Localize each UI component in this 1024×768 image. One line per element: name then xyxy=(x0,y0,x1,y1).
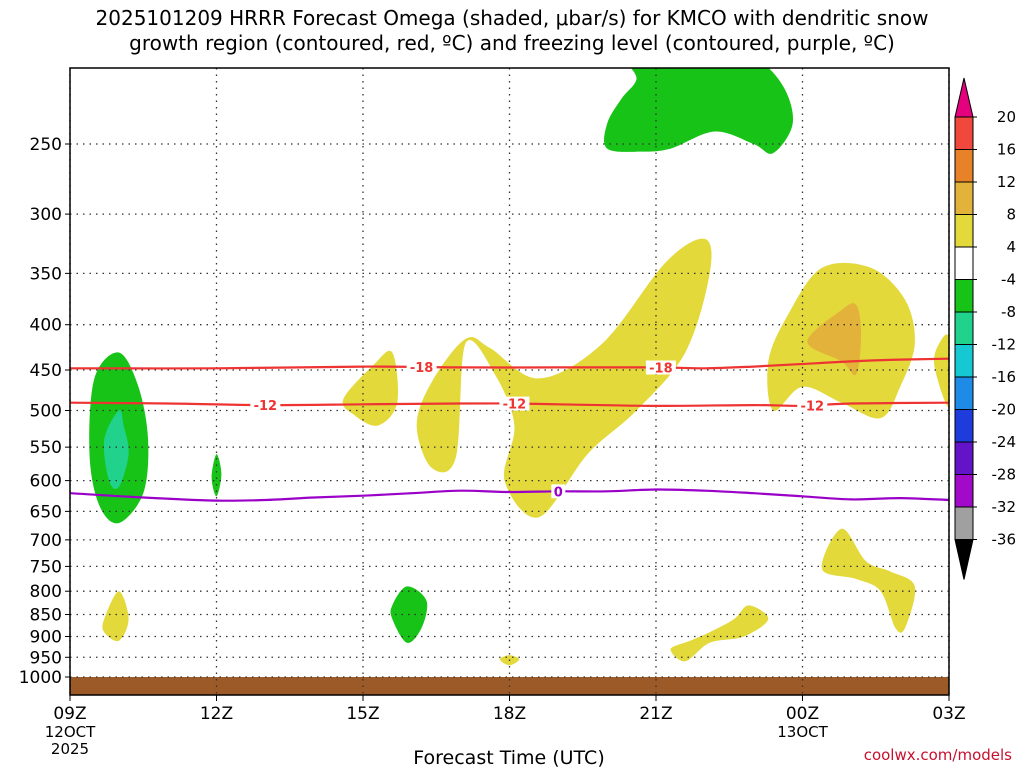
y-axis: 2503003504004505005506006507007508008509… xyxy=(19,135,70,688)
contour-label: -12 xyxy=(801,399,825,414)
x-tick-label: 12Z xyxy=(200,704,233,724)
contour-label-bg xyxy=(797,398,828,413)
colorbar-label: -32 xyxy=(992,498,1017,516)
contour-label-bg xyxy=(551,484,566,499)
x-tick-label: 00Z xyxy=(786,704,819,724)
contour-label-bg xyxy=(645,360,676,375)
colorbar-bin xyxy=(954,441,974,475)
contour-label: 0 xyxy=(554,485,563,500)
y-tick-label: 650 xyxy=(30,502,62,522)
x-tick-date: 12OCT xyxy=(45,723,96,741)
x-tick-label: 15Z xyxy=(346,704,379,724)
colorbar-bin-low xyxy=(954,539,974,580)
x-tick-label: 09Z xyxy=(53,704,86,724)
shaded-omega-regions xyxy=(89,68,949,666)
colorbar-label: -24 xyxy=(992,433,1017,451)
chart-title: 2025101209 HRRR Forecast Omega (shaded, … xyxy=(0,6,1024,56)
contour-label: -18 xyxy=(649,362,673,377)
colorbar-label: 8 xyxy=(1006,206,1016,224)
colorbar-bin xyxy=(954,181,974,215)
y-tick-label: 550 xyxy=(30,438,62,458)
chart-title-line2: growth region (contoured, red, ºC) and f… xyxy=(129,31,895,55)
omega-region xyxy=(102,591,129,642)
contour-line xyxy=(70,357,949,370)
colorbar: 20 16 12 8 4 -4 -8 -12 -16 -20 -24 -28 -32 -36 xyxy=(954,77,1017,580)
y-tick-label: 850 xyxy=(30,606,62,626)
contour-line xyxy=(70,488,949,502)
x-tick-year: 2025 xyxy=(51,740,89,758)
colorbar-label: -8 xyxy=(1001,303,1016,321)
y-tick-label: 500 xyxy=(30,402,62,422)
colorbar-bin-high xyxy=(954,77,974,118)
colorbar-label: -36 xyxy=(992,531,1017,549)
y-tick-label: 400 xyxy=(30,316,62,336)
colorbar-label: -28 xyxy=(992,466,1017,484)
omega-region xyxy=(342,350,399,426)
omega-region xyxy=(670,605,769,662)
colorbar-bin xyxy=(954,311,974,345)
x-axis-label: Forecast Time (UTC) xyxy=(413,747,604,768)
y-tick-label: 350 xyxy=(30,264,62,284)
x-tick-label: 21Z xyxy=(639,704,672,724)
colorbar-bin xyxy=(954,506,974,540)
colorbar-label: 4 xyxy=(1006,238,1016,256)
colorbar-bin xyxy=(954,376,974,410)
y-tick-label: 750 xyxy=(30,557,62,577)
colorbar-bin xyxy=(954,344,974,378)
y-tick-label: 800 xyxy=(30,582,62,602)
omega-region xyxy=(103,410,129,490)
omega-region xyxy=(604,68,794,154)
colorbar-label: -4 xyxy=(1001,271,1016,289)
x-tick-label: 03Z xyxy=(932,704,965,724)
colorbar-bin xyxy=(954,279,974,313)
colorbar-bin xyxy=(954,474,974,508)
contour-label: -12 xyxy=(503,398,527,413)
y-tick-label: 250 xyxy=(30,135,62,155)
colorbar-label: 12 xyxy=(997,173,1016,191)
y-tick-label: 450 xyxy=(30,361,62,381)
colorbar-bin xyxy=(954,214,974,248)
contour-label: -12 xyxy=(254,399,278,414)
y-tick-label: 600 xyxy=(30,472,62,492)
colorbar-bin xyxy=(954,246,974,280)
colorbar-label: 16 xyxy=(997,141,1016,159)
colorbar-label: -20 xyxy=(992,401,1017,419)
omega-region xyxy=(821,528,916,633)
contour-label: -18 xyxy=(410,361,434,376)
omega-region xyxy=(807,303,862,376)
omega-region xyxy=(211,454,222,497)
y-tick-label: 900 xyxy=(30,627,62,647)
colorbar-label: 20 xyxy=(997,108,1016,126)
y-tick-label: 700 xyxy=(30,531,62,551)
colorbar-label: -12 xyxy=(992,336,1017,354)
contour-label-bg xyxy=(499,396,530,411)
x-tick-date: 13OCT xyxy=(777,723,828,741)
colorbar-bin xyxy=(954,116,974,150)
y-tick-label: 950 xyxy=(30,648,62,668)
colorbar-bin xyxy=(954,149,974,183)
contour-label-bg xyxy=(406,360,437,375)
colorbar-bin xyxy=(954,409,974,443)
chart-title-line1: 2025101209 HRRR Forecast Omega (shaded, … xyxy=(95,6,929,30)
x-tick-label: 18Z xyxy=(493,704,526,724)
colorbar-label: -16 xyxy=(992,368,1017,386)
contour-labels: -18 -18 -12 -12 -12 0 xyxy=(250,360,828,500)
y-tick-label: 1000 xyxy=(19,668,62,688)
contour-label-bg xyxy=(250,398,281,413)
omega-region xyxy=(416,238,712,518)
y-tick-label: 300 xyxy=(30,205,62,225)
credit-text: coolwx.com/models xyxy=(864,746,1012,764)
